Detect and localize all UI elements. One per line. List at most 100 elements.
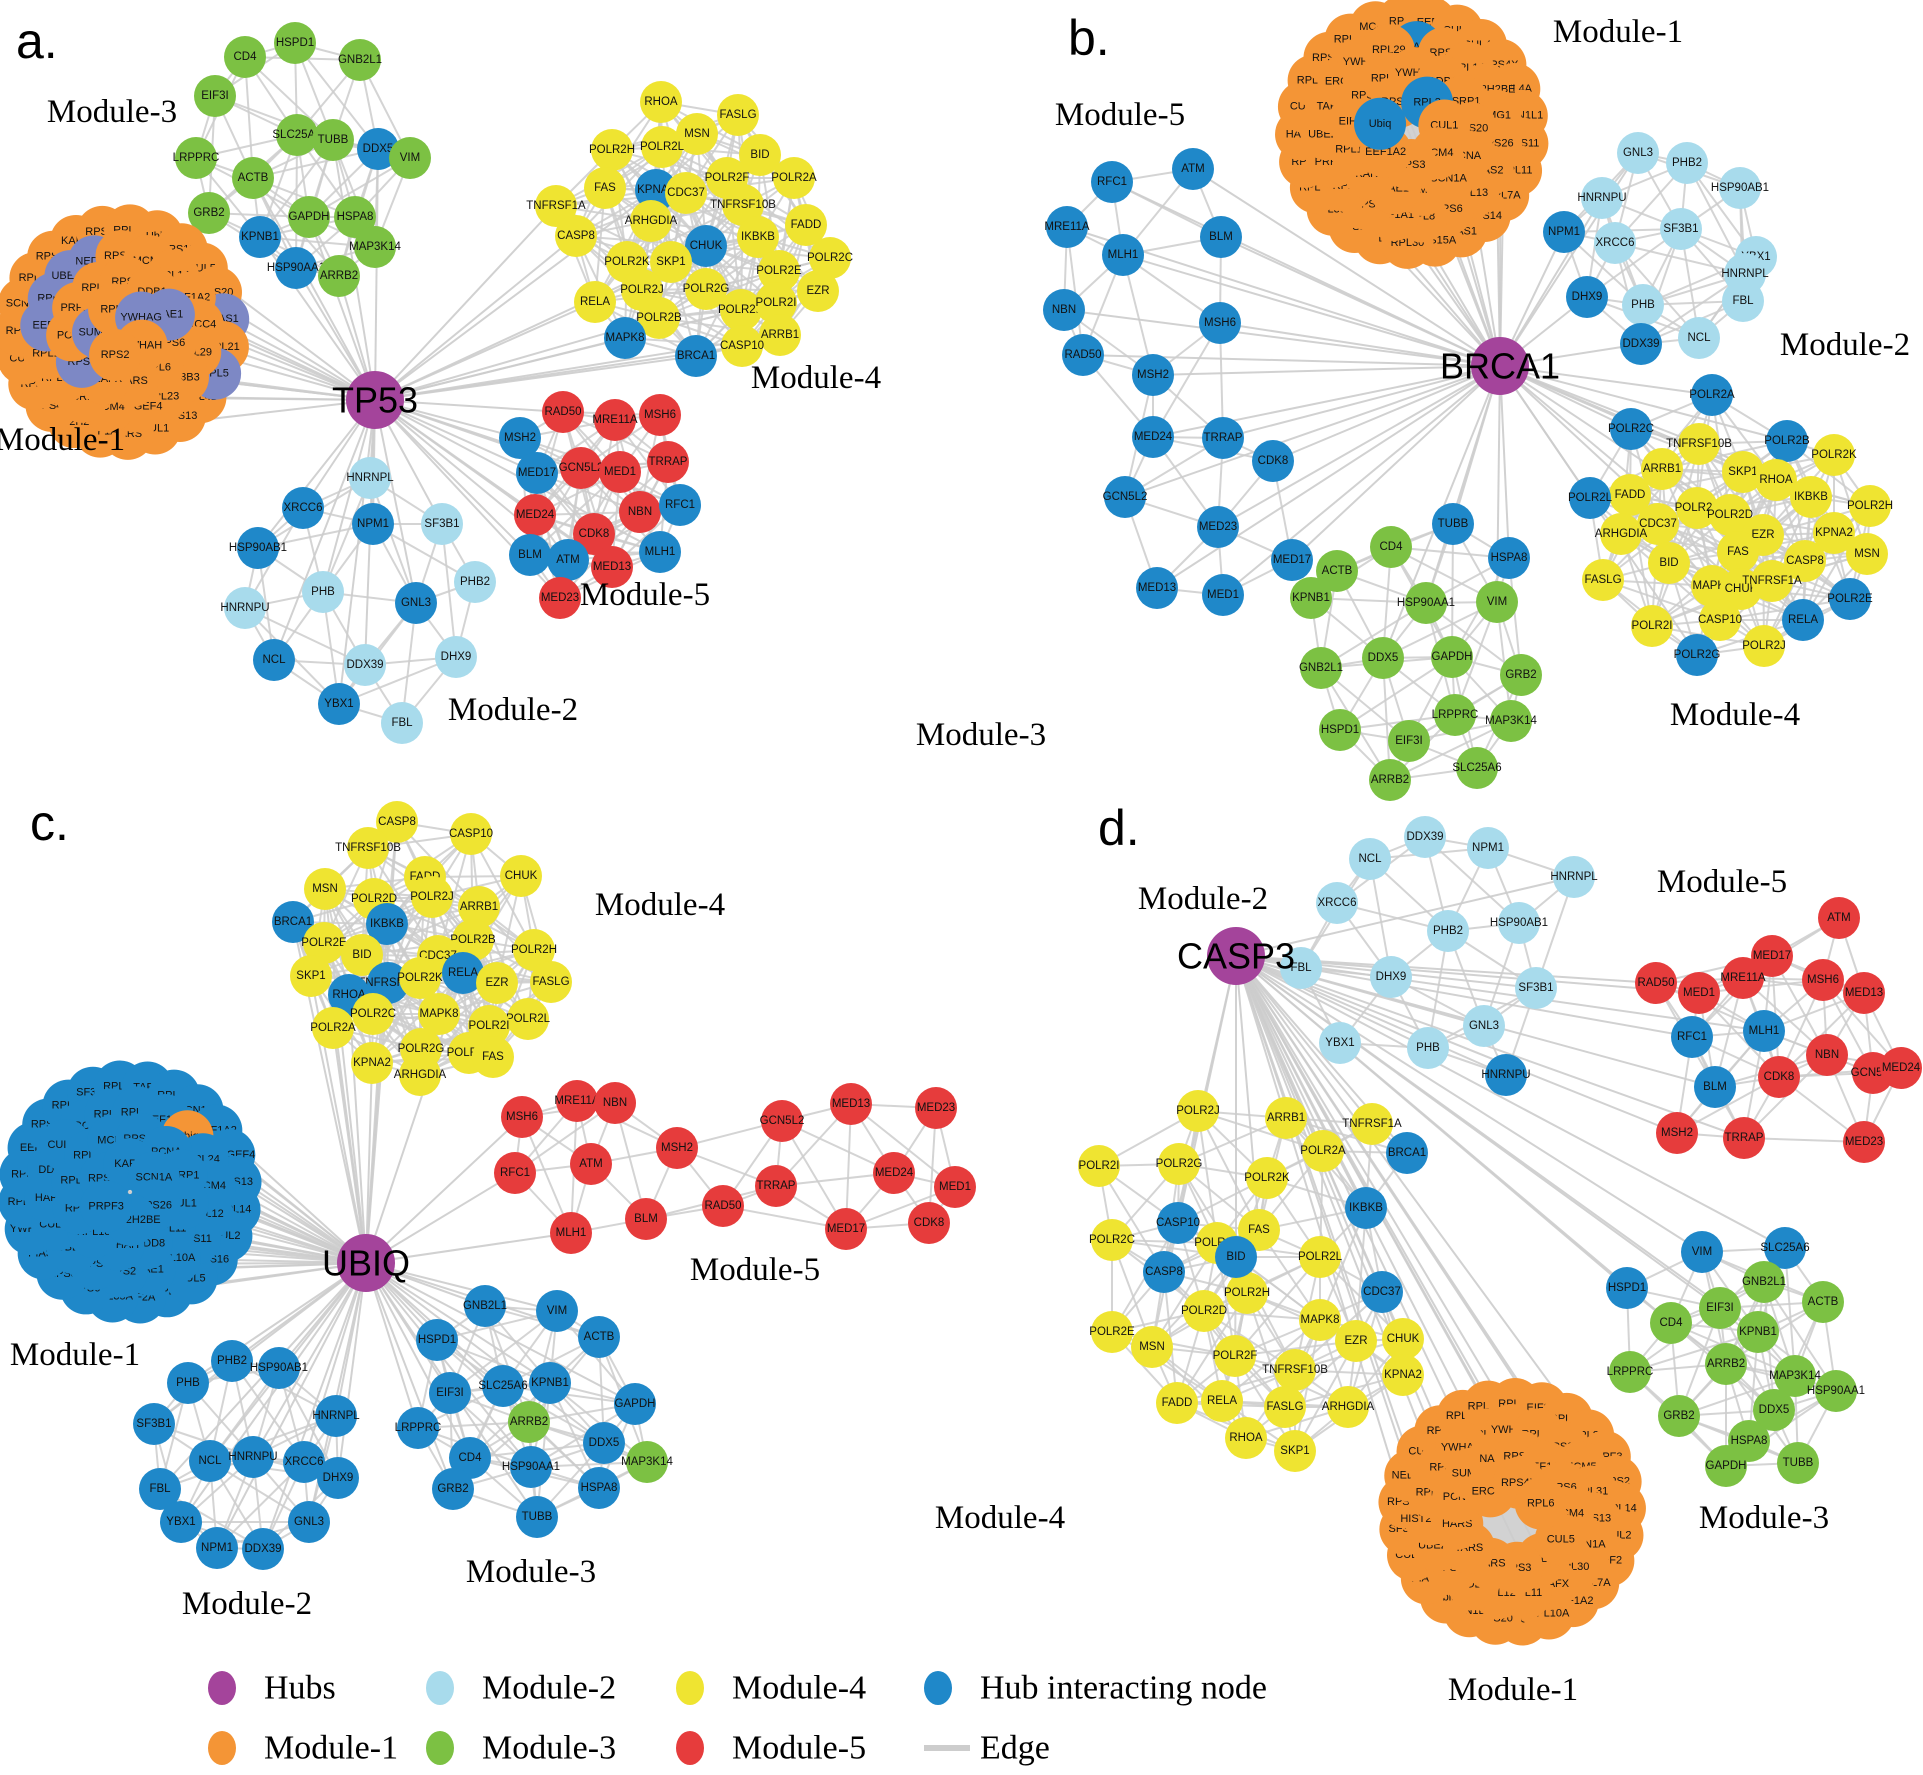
gene-label: POLR2G [398,1043,445,1055]
gene-label: MSH6 [644,409,676,421]
gene-node-POLR2H [513,929,555,971]
gene-node-MED24 [1132,416,1174,458]
gene-node-MLH1 [1743,1010,1785,1052]
gene-node-TNFRSF1A [535,185,577,227]
gene-label: MSN [312,883,338,895]
hub-label: TP53 [332,380,418,421]
panel-letter-d: d. [1098,800,1140,856]
gene-label: Ubiq [1369,118,1392,130]
gene-label: MLH1 [645,546,676,558]
gene-node-LRPPRC [397,1407,439,1449]
gene-node-RELA [1782,599,1824,641]
gene-node-FASLG [530,961,572,1003]
gene-label: EZR [1752,529,1775,541]
gene-label: SF3B1 [136,1418,171,1430]
gene-node-GCN5L2 [761,1100,803,1142]
gene-node-DHX9 [1370,956,1412,998]
edge [1763,1281,1837,1392]
gene-node-NBN [1806,1034,1848,1076]
gene-node-CHUK [685,225,727,267]
gene-node-POLR2A [773,157,815,199]
gene-label: FASLG [1266,1401,1303,1413]
gene-label: POLR2A [1689,389,1735,401]
hub-edge [1499,365,1713,396]
gene-node-GNL3 [395,582,437,624]
gene-node-ARHGDIA [1600,513,1642,555]
edge [1197,1110,1324,1152]
edge [1661,440,1788,470]
gene-node-CASP8 [1143,1251,1185,1293]
gene-label: CD4 [1659,1317,1683,1329]
panel-d-titles: Module-2 Module-5 Module-4 Module-1 Module-3… [935,800,1829,1708]
gene-label: MED17 [1753,950,1791,962]
gene-node-XRCC6 [1594,222,1636,264]
gene-node-DHX9 [1566,276,1608,318]
gene-node-MED1 [934,1166,976,1208]
module-title-d-m3: Module-3 [1699,1500,1829,1536]
gene-node-MSH6 [639,394,681,436]
gene-node-SKP1 [650,241,692,283]
gene-label: MRE11A [1044,221,1089,233]
gene-node-HSPD1 [416,1319,458,1361]
hub-edge [1499,365,1788,442]
gene-label: DHX9 [441,651,472,663]
gene-node-NPM1 [196,1527,238,1569]
gene-node-EZR [797,270,839,312]
gene-label: DHX9 [1572,291,1603,303]
panel-b-titles: Module-5 Module-1 Module-2 Module-4 Module-3… [916,10,1910,753]
gene-node-POLR2K [399,957,441,999]
gene-node-FBL [1722,280,1764,322]
gene-label: HSP90AB1 [229,542,287,554]
hub-edge [1499,365,1510,559]
gene-label: DDX5 [1368,652,1399,664]
gene-label: PHB2 [1672,157,1702,169]
gene-label: MSH2 [1661,1127,1693,1139]
gene-label: POLR2F [1675,502,1720,514]
hub-edge [374,337,626,401]
edge [1614,242,1746,275]
edge [1234,1256,1321,1357]
gene-node-FBL [139,1468,181,1510]
gene-node-ATM [547,539,589,581]
gene-label: CASP10 [1698,614,1742,626]
gene-node-CASP10 [1699,599,1741,641]
gene-label: MED23 [541,592,579,604]
gene-label: YWHAG [120,311,162,323]
gene-label: POLR2G [1156,1158,1203,1170]
gene-label: ATM [1181,163,1204,175]
gene-label: POLR2J [620,284,663,296]
hub-edge [1235,955,1765,1032]
gene-node-GAPDH [288,196,330,238]
gene-node-MSN [1846,533,1888,575]
gene-node-ATM [1818,897,1860,939]
gene-node-MSH2 [656,1127,698,1169]
gene-node-ARRB2 [1369,759,1411,801]
gene-label: CD4 [1379,541,1403,553]
gene-label: GCN5L2 [760,1115,805,1127]
gene-node-NCL [189,1440,231,1482]
gene-node-MED1 [1202,574,1244,616]
gene-node-NPM1 [352,503,394,545]
gene-label: PHB2 [217,1355,247,1367]
gene-node-TRRAP [1202,417,1244,459]
gene-node-HSPD1 [274,22,316,64]
gene-label: NPM1 [1472,842,1504,854]
gene-label: RFC1 [1677,1031,1707,1043]
hub-edge [1235,955,1563,1448]
gene-node-LRPPRC [1434,694,1476,736]
gene-label: MSN [1139,1341,1165,1353]
gene-node-HSP90AB1 [237,527,279,569]
gene-label: FASLG [532,976,569,988]
edge [470,833,535,951]
gene-label: RFC1 [665,499,695,511]
module-title-c-m3: Module-3 [466,1554,596,1590]
edge [1152,322,1221,438]
legend-label-m4: Module-4 [732,1670,866,1707]
gene-label: MED23 [1199,521,1237,533]
gene-label: IKBKB [370,918,404,930]
hub-edge [365,1262,636,1405]
gene-node-POLR2H [591,129,633,171]
hub-edge [1063,309,1501,367]
gene-node-GRB2 [188,192,230,234]
gene-node-BRCA1 [675,335,717,377]
